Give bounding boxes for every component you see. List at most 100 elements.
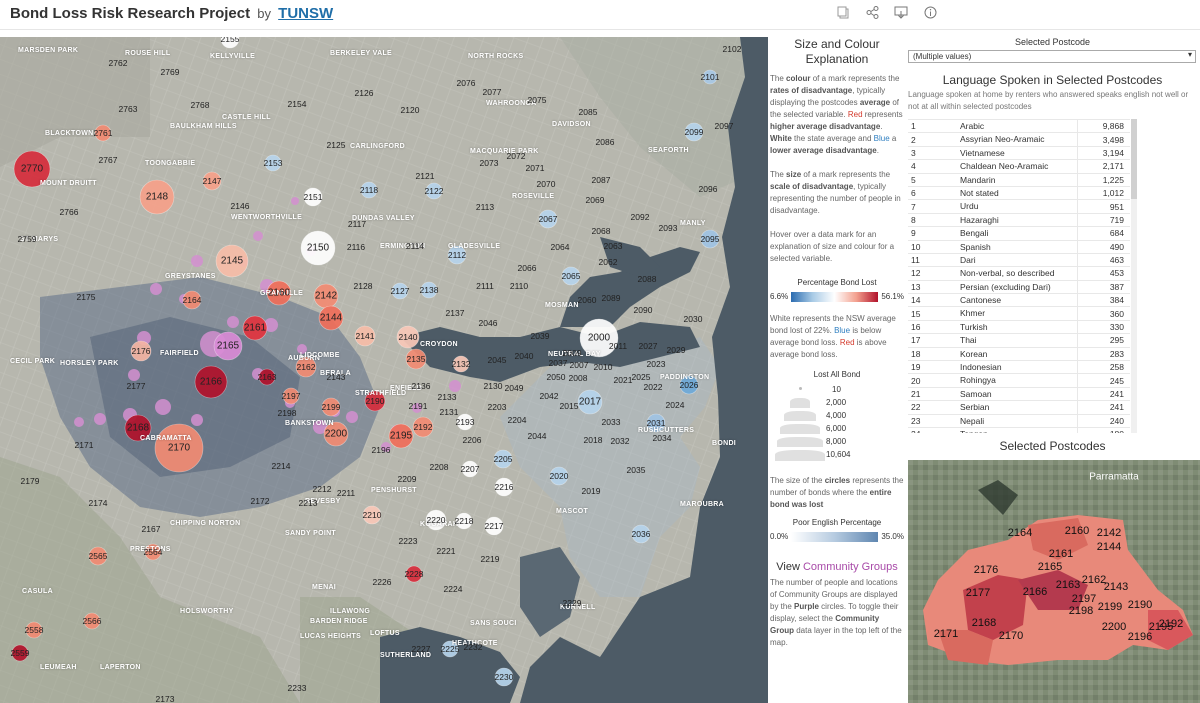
postcode-circle-2216[interactable] (494, 477, 514, 497)
table-row[interactable]: 5 Mandarin 1,225 (908, 172, 1130, 186)
community-group-circle[interactable] (313, 420, 327, 434)
table-row[interactable]: 10 Spanish 490 (908, 239, 1130, 253)
postcode-circle-2026[interactable] (679, 375, 699, 395)
postcode-circle-2144[interactable] (318, 305, 344, 331)
table-row[interactable]: 23 Nepali 240 (908, 413, 1130, 427)
postcode-circle-2565[interactable] (88, 546, 108, 566)
postcode-circle-2101[interactable] (702, 69, 718, 85)
postcode-circle-2067[interactable] (538, 209, 558, 229)
postcode-circle-2230[interactable] (494, 667, 514, 687)
author-link[interactable]: TUNSW (278, 5, 334, 22)
postcode-circle-2190[interactable] (364, 390, 386, 412)
table-row[interactable]: 16 Turkish 330 (908, 319, 1130, 334)
community-group-circle[interactable] (291, 197, 299, 205)
postcode-circle-2200[interactable] (323, 421, 349, 447)
postcode-circles[interactable] (0, 37, 768, 703)
postcode-circle-2162[interactable] (295, 356, 317, 378)
postcode-circle-2559[interactable] (11, 644, 29, 662)
postcode-circle-2148[interactable] (139, 179, 175, 215)
postcode-circle-2170[interactable] (154, 423, 204, 473)
postcode-circle-2210[interactable] (362, 505, 382, 525)
postcode-circle-2163[interactable] (258, 368, 276, 386)
selected-postcodes-map[interactable]: Parramatta 2164 2160 2142 2144 2161 2176 2165 2… (908, 460, 1200, 703)
postcode-circle-2166[interactable] (194, 365, 228, 399)
postcode-circle-2138[interactable] (420, 281, 438, 299)
postcode-circle-2140[interactable] (396, 325, 420, 349)
postcode-circle-2161[interactable] (242, 315, 268, 341)
community-group-circle[interactable] (449, 380, 461, 392)
community-group-circle[interactable] (253, 231, 263, 241)
sydney-map[interactable]: MARSDEN PARK ROUSE HILL KELLYVILLE BERKELEY… (0, 37, 768, 703)
postcode-circle-2017[interactable] (577, 389, 603, 415)
postcode-circle-2153[interactable] (264, 154, 282, 172)
community-group-circle[interactable] (227, 316, 239, 328)
table-row[interactable]: 9 Bengali 684 (908, 226, 1130, 240)
postcode-circle-2095[interactable] (700, 229, 720, 249)
table-row[interactable]: 17 Thai 295 (908, 333, 1130, 347)
table-row[interactable]: 6 Not stated 1,012 (908, 185, 1130, 200)
postcode-circle-2225[interactable] (441, 640, 459, 658)
postcode-circle-2564[interactable] (144, 543, 162, 561)
scrollbar-thumb[interactable] (1131, 119, 1137, 199)
postcode-circle-2176[interactable] (130, 340, 152, 362)
postcode-circle-2165[interactable] (213, 331, 243, 361)
postcode-circle-2566[interactable] (83, 612, 101, 630)
community-group-circle[interactable] (346, 411, 358, 423)
share-icon[interactable] (861, 4, 883, 26)
postcode-circle-2164[interactable] (182, 290, 202, 310)
table-row[interactable]: 19 Indonesian 258 (908, 360, 1130, 374)
postcode-circle-2031[interactable] (646, 413, 666, 433)
postcode-circle-2770[interactable] (13, 150, 51, 188)
postcode-circle-2112[interactable] (447, 245, 467, 265)
community-group-circle[interactable] (297, 344, 307, 354)
postcode-circle-2168[interactable] (124, 414, 152, 442)
postcode-circle-2205[interactable] (493, 449, 513, 469)
community-group-circle[interactable] (128, 369, 140, 381)
copy-icon[interactable] (832, 4, 854, 26)
community-group-circle[interactable] (412, 403, 422, 413)
postcode-circle-2218[interactable] (455, 512, 473, 530)
postcode-circle-2145[interactable] (215, 244, 249, 278)
table-row[interactable]: 7 Urdu 951 (908, 199, 1130, 213)
table-row[interactable]: 14 Cantonese 384 (908, 293, 1130, 307)
postcode-circle-2135[interactable] (405, 348, 427, 370)
community-group-circle[interactable] (94, 413, 106, 425)
table-row[interactable]: 8 Hazaraghi 719 (908, 212, 1130, 227)
community-group-circle[interactable] (155, 399, 171, 415)
download-icon[interactable] (890, 4, 912, 26)
table-row[interactable]: 24Tongan180 (908, 426, 1130, 433)
postcode-circle-2099[interactable] (684, 122, 704, 142)
postcode-circle-2197[interactable] (282, 387, 300, 405)
postcode-circle-2761[interactable] (94, 124, 112, 142)
table-row[interactable]: 13 Persian (excluding Dari) 387 (908, 279, 1130, 294)
postcode-circle-2207[interactable] (461, 460, 479, 478)
postcode-circle-2127[interactable] (391, 282, 409, 300)
postcode-circle-2000[interactable] (579, 318, 619, 358)
postcode-circle-2122[interactable] (425, 182, 443, 200)
postcode-circle-2228[interactable] (405, 565, 423, 583)
community-group-circle[interactable] (191, 255, 203, 267)
postcode-circle-2036[interactable] (631, 524, 651, 544)
table-row[interactable]: 21 Samoan 241 (908, 386, 1130, 401)
community-group-circle[interactable] (150, 283, 162, 295)
table-row[interactable]: 22 Serbian 241 (908, 400, 1130, 414)
language-table-scrollbar[interactable] (1131, 119, 1137, 433)
postcode-circle-2195[interactable] (388, 423, 414, 449)
postcode-circle-2118[interactable] (360, 181, 378, 199)
community-group-circle[interactable] (264, 318, 278, 332)
community-group-circle[interactable] (381, 442, 391, 452)
community-group-circle[interactable] (74, 417, 84, 427)
postcode-circle-2150[interactable] (300, 230, 336, 266)
postcode-circle-2155[interactable] (220, 37, 240, 49)
postcode-circle-2020[interactable] (549, 466, 569, 486)
postcode-circle-2147[interactable] (202, 171, 222, 191)
table-row[interactable]: 20 Rohingya 245 (908, 373, 1130, 387)
postcode-circle-2558[interactable] (25, 621, 43, 639)
postcode-circle-2199[interactable] (321, 397, 341, 417)
postcode-circle-2192[interactable] (412, 416, 434, 438)
table-row[interactable]: 3 Vietnamese 3,194 (908, 145, 1130, 160)
table-row[interactable]: 4 Chaldean Neo-Aramaic 2,171 (908, 159, 1130, 173)
postcode-circle-2193[interactable] (456, 413, 474, 431)
selected-postcode-dropdown[interactable]: (Multiple values) ▾ (908, 50, 1196, 63)
postcode-circle-2220[interactable] (425, 509, 447, 531)
